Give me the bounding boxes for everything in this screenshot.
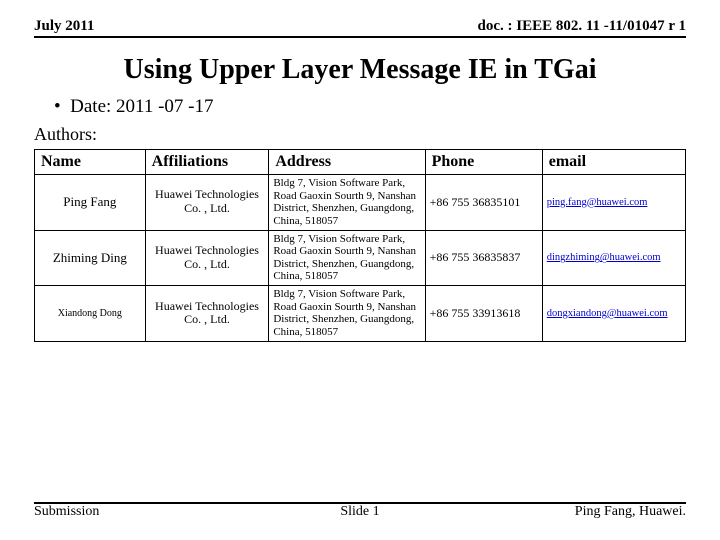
cell-email: dongxiandong@huawei.com bbox=[542, 286, 685, 342]
col-phone: Phone bbox=[425, 150, 542, 175]
cell-name: Ping Fang bbox=[35, 175, 146, 231]
authors-label: Authors: bbox=[34, 124, 686, 145]
cell-email: dingzhiming@huawei.com bbox=[542, 230, 685, 286]
email-link[interactable]: ping.fang@huawei.com bbox=[547, 197, 648, 208]
table-row: Ping FangHuawei Technologies Co. , Ltd.B… bbox=[35, 175, 686, 231]
email-link[interactable]: dongxiandong@huawei.com bbox=[547, 308, 668, 319]
cell-email: ping.fang@huawei.com bbox=[542, 175, 685, 231]
table-row: Zhiming DingHuawei Technologies Co. , Lt… bbox=[35, 230, 686, 286]
cell-affiliation: Huawei Technologies Co. , Ltd. bbox=[145, 286, 269, 342]
cell-affiliation: Huawei Technologies Co. , Ltd. bbox=[145, 175, 269, 231]
cell-name: Xiandong Dong bbox=[35, 286, 146, 342]
table-row: Xiandong DongHuawei Technologies Co. , L… bbox=[35, 286, 686, 342]
cell-address: Bldg 7, Vision Software Park, Road Gaoxi… bbox=[269, 230, 425, 286]
cell-address: Bldg 7, Vision Software Park, Road Gaoxi… bbox=[269, 175, 425, 231]
col-email: email bbox=[542, 150, 685, 175]
date-label: Date: 2011 -07 -17 bbox=[70, 96, 213, 117]
footer-left: Submission bbox=[34, 504, 99, 520]
header: July 2011 doc. : IEEE 802. 11 -11/01047 … bbox=[34, 18, 686, 38]
col-addr: Address bbox=[269, 150, 425, 175]
header-right: doc. : IEEE 802. 11 -11/01047 r 1 bbox=[478, 18, 687, 35]
cell-phone: +86 755 33913618 bbox=[425, 286, 542, 342]
footer-right: Ping Fang, Huawei. bbox=[575, 504, 686, 520]
col-aff: Affiliations bbox=[145, 150, 269, 175]
cell-phone: +86 755 36835837 bbox=[425, 230, 542, 286]
date-line: • Date: 2011 -07 -17 bbox=[54, 96, 686, 118]
cell-phone: +86 755 36835101 bbox=[425, 175, 542, 231]
bullet: • bbox=[54, 96, 61, 117]
cell-affiliation: Huawei Technologies Co. , Ltd. bbox=[145, 230, 269, 286]
header-left: July 2011 bbox=[34, 18, 94, 35]
cell-name: Zhiming Ding bbox=[35, 230, 146, 286]
footer: Submission Slide 1 Ping Fang, Huawei. bbox=[34, 502, 686, 520]
email-link[interactable]: dingzhiming@huawei.com bbox=[547, 252, 661, 263]
table-header-row: Name Affiliations Address Phone email bbox=[35, 150, 686, 175]
page-title: Using Upper Layer Message IE in TGai bbox=[34, 54, 686, 86]
cell-address: Bldg 7, Vision Software Park, Road Gaoxi… bbox=[269, 286, 425, 342]
col-name: Name bbox=[35, 150, 146, 175]
authors-table: Name Affiliations Address Phone email Pi… bbox=[34, 149, 686, 342]
